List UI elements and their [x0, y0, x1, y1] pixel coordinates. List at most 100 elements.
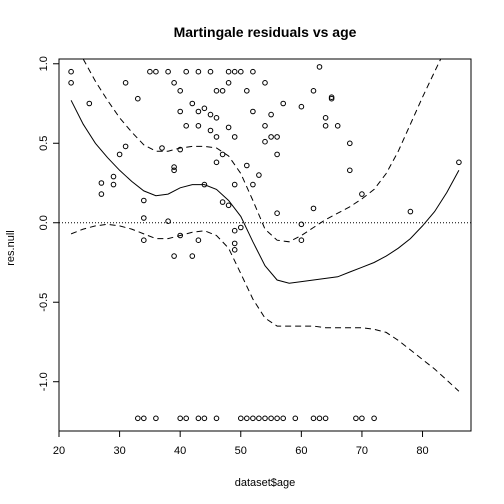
data-point: [195, 237, 202, 243]
data-point: [195, 415, 202, 422]
x-tick-label: 40: [174, 445, 186, 457]
data-point: [268, 111, 274, 118]
data-point: [250, 108, 256, 115]
data-point: [328, 95, 335, 102]
data-point: [298, 103, 305, 110]
data-point: [250, 68, 256, 75]
data-point: [231, 240, 238, 247]
data-point: [177, 415, 183, 422]
data-point: [98, 191, 105, 197]
data-point: [274, 415, 280, 422]
data-point: [165, 68, 171, 75]
data-point: [268, 134, 274, 140]
y-tick-label: 0.5: [38, 136, 50, 151]
data-point: [316, 415, 323, 422]
data-point: [135, 415, 141, 422]
data-point: [262, 80, 268, 86]
data-point: [141, 415, 147, 422]
data-point: [153, 415, 159, 422]
data-point: [262, 123, 268, 129]
data-point: [238, 68, 244, 75]
data-point: [177, 232, 183, 239]
data-point: [141, 237, 147, 243]
data-point: [177, 88, 183, 94]
data-point: [122, 80, 129, 86]
data-point: [177, 108, 183, 115]
data-point: [213, 115, 220, 121]
data-point: [274, 134, 280, 140]
data-point: [262, 415, 268, 422]
data-point: [250, 415, 256, 422]
data-point: [147, 68, 153, 75]
x-tick-label: 70: [356, 445, 368, 457]
data-point: [201, 181, 208, 188]
data-point: [268, 415, 274, 422]
data-point: [310, 205, 317, 212]
data-point: [68, 68, 74, 75]
data-point: [310, 415, 317, 422]
plot-frame: [58, 58, 472, 432]
smooth-curves: [70, 59, 460, 392]
data-point: [359, 191, 365, 197]
data-point: [225, 124, 232, 131]
data-point: [171, 80, 177, 86]
data-point: [298, 221, 305, 228]
data-point: [334, 123, 341, 129]
data-point: [213, 134, 220, 140]
data-point: [110, 181, 117, 188]
data-point: [231, 134, 238, 140]
data-point: [171, 164, 177, 170]
data-point: [359, 415, 365, 422]
data-point: [195, 123, 202, 129]
data-point: [238, 415, 244, 422]
data-point: [322, 123, 329, 129]
y-axis-label: res.null: [5, 230, 17, 265]
data-point: [195, 108, 202, 115]
data-point: [141, 197, 147, 204]
data-point: [177, 146, 183, 153]
data-point: [219, 199, 226, 205]
data-point: [86, 100, 93, 107]
data-point: [238, 224, 244, 231]
data-point: [371, 415, 377, 422]
data-point: [298, 237, 305, 243]
data-point: [231, 247, 238, 253]
data-points: [68, 64, 462, 422]
data-point: [407, 208, 414, 215]
data-point: [250, 181, 256, 188]
data-point: [110, 173, 117, 180]
data-point: [274, 151, 280, 158]
x-tick-label: 80: [416, 445, 428, 457]
x-tick-label: 50: [235, 445, 247, 457]
data-point: [135, 95, 141, 102]
smooth-fit-line: [70, 100, 460, 284]
data-point: [171, 253, 177, 259]
data-point: [256, 172, 262, 178]
data-point: [183, 68, 189, 75]
data-point: [165, 218, 171, 224]
data-point: [225, 68, 232, 75]
data-point: [231, 227, 238, 234]
data-point: [219, 88, 226, 94]
data-point: [244, 415, 250, 422]
upper-band-line: [82, 59, 442, 243]
axes: 20 30 40 50 60 70 80 -1.0 -0.5 0.0 0.5 1.0: [38, 56, 472, 457]
data-point: [201, 105, 208, 112]
data-point: [183, 123, 189, 129]
data-point: [189, 100, 196, 107]
x-tick-label: 30: [113, 445, 125, 457]
data-point: [213, 415, 220, 422]
data-point: [322, 115, 329, 121]
y-tick-label: -0.5: [38, 293, 50, 312]
lower-band-line: [70, 223, 460, 392]
data-point: [207, 127, 214, 134]
data-point: [256, 415, 262, 422]
data-point: [231, 68, 238, 75]
data-point: [159, 145, 165, 151]
data-point: [231, 181, 238, 188]
data-point: [213, 88, 220, 94]
data-point: [225, 80, 232, 86]
data-point: [316, 64, 323, 70]
data-point: [141, 215, 147, 221]
data-point: [310, 88, 317, 94]
